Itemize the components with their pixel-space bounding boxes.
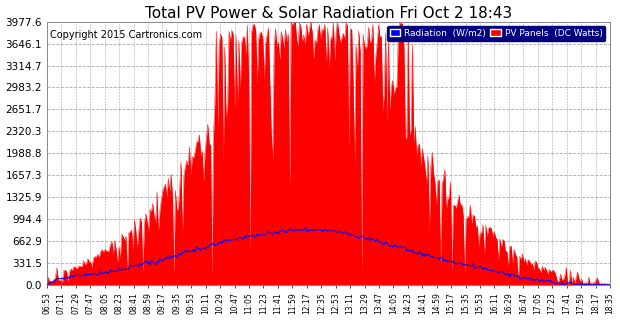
- Legend: Radiation  (W/m2), PV Panels  (DC Watts): Radiation (W/m2), PV Panels (DC Watts): [387, 26, 606, 41]
- Title: Total PV Power & Solar Radiation Fri Oct 2 18:43: Total PV Power & Solar Radiation Fri Oct…: [145, 5, 512, 20]
- Text: Copyright 2015 Cartronics.com: Copyright 2015 Cartronics.com: [50, 30, 202, 40]
